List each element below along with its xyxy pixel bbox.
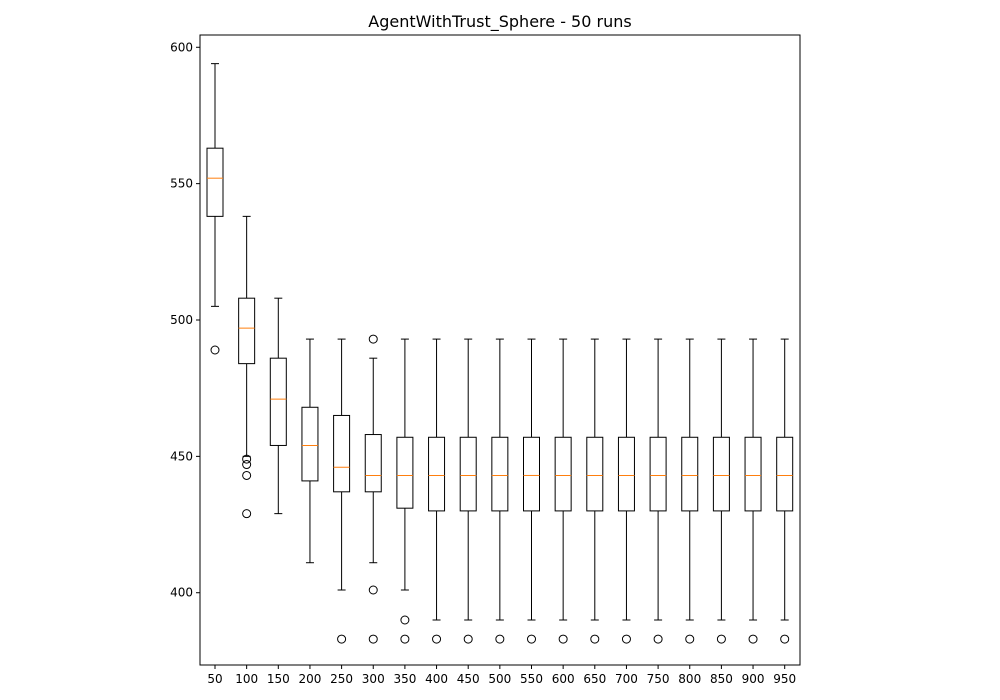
y-tick-label: 550 (170, 177, 193, 191)
outlier-point (400, 615, 410, 625)
x-tick-label: 600 (552, 672, 575, 686)
box-iqr (396, 436, 414, 509)
x-tick-label: 150 (267, 672, 290, 686)
box-iqr (649, 436, 667, 512)
plot-area: 400 450 500 550 600 50 100 150 200 250 300 350 400 45… (170, 40, 796, 686)
x-tick-label: 350 (393, 672, 416, 686)
x-tick-label: 100 (235, 672, 258, 686)
x-tick-label: 200 (298, 672, 321, 686)
x-tick-label: 850 (710, 672, 733, 686)
outlier-point (558, 634, 568, 644)
box-iqr (776, 436, 794, 512)
outlier-point (780, 634, 790, 644)
outlier-point (368, 585, 378, 595)
outlier-point (337, 634, 347, 644)
x-tick-label: 900 (742, 672, 765, 686)
y-tick-label: 400 (170, 586, 193, 600)
box-iqr (523, 436, 540, 512)
x-tick-label: 650 (583, 672, 606, 686)
x-tick-label: 450 (457, 672, 480, 686)
y-tick-label: 600 (170, 40, 193, 54)
outlier-point (368, 634, 378, 644)
outlier-point (716, 634, 726, 644)
chart-title: AgentWithTrust_Sphere - 50 runs (368, 12, 631, 32)
box-iqr (301, 406, 319, 482)
box-iqr (554, 436, 572, 512)
box-iqr (586, 436, 604, 512)
x-tick-label: 50 (207, 672, 222, 686)
box-iqr (491, 436, 509, 512)
x-tick-label: 550 (520, 672, 543, 686)
outlier-point (242, 454, 252, 464)
x-tick-label: 950 (773, 672, 796, 686)
x-tick-label: 500 (488, 672, 511, 686)
outlier-point (368, 334, 378, 344)
outlier-point (242, 470, 252, 480)
box-iqr (206, 147, 224, 217)
box-iqr (428, 436, 446, 512)
x-tick-label: 700 (615, 672, 638, 686)
outlier-point (242, 460, 252, 470)
x-tick-label: 250 (330, 672, 353, 686)
outlier-point (527, 634, 536, 644)
outlier-point (748, 634, 758, 644)
outlier-point (621, 634, 631, 644)
outlier-point (210, 345, 220, 355)
box-iqr (617, 436, 635, 512)
outlier-point (400, 634, 410, 644)
box-iqr (712, 436, 730, 512)
axes-frame (199, 34, 801, 666)
box-iqr (681, 436, 699, 512)
x-tick-label: 800 (678, 672, 701, 686)
box-iqr (333, 414, 351, 493)
x-tick-label: 750 (647, 672, 670, 686)
box-iqr (744, 436, 762, 512)
y-tick-label: 450 (170, 449, 193, 463)
box-iqr (364, 434, 382, 493)
y-tick-label: 500 (170, 313, 193, 327)
outlier-point (685, 634, 695, 644)
box-iqr (459, 436, 477, 512)
outlier-point (653, 634, 663, 644)
box-iqr (269, 357, 287, 446)
outlier-point (463, 634, 473, 644)
outlier-point (432, 634, 442, 644)
outlier-point (495, 634, 505, 644)
outlier-point (242, 509, 252, 519)
box-iqr (238, 297, 256, 365)
x-tick-label: 400 (425, 672, 448, 686)
outlier-point (590, 634, 600, 644)
x-tick-label: 300 (362, 672, 385, 686)
